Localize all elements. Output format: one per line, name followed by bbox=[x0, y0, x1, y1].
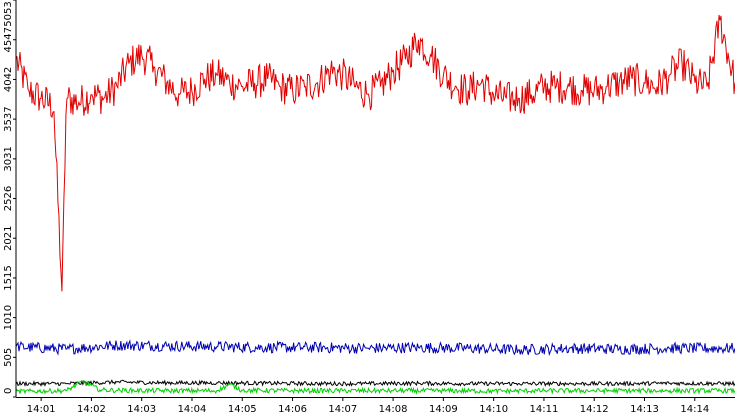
x-tick-label: 14:08 bbox=[379, 404, 408, 415]
x-tick-label: 14:05 bbox=[228, 404, 257, 415]
y-tick-label: 4547 bbox=[3, 27, 14, 52]
x-tick-label: 14:13 bbox=[630, 404, 659, 415]
y-tick-label: 2526 bbox=[3, 186, 14, 211]
x-tick-label: 14:07 bbox=[328, 404, 357, 415]
y-tick-label: 1515 bbox=[3, 265, 14, 290]
y-tick-label: 0 bbox=[3, 388, 14, 394]
series-line-3 bbox=[15, 379, 735, 388]
series-line-4 bbox=[15, 380, 735, 395]
x-tick-label: 14:01 bbox=[27, 404, 56, 415]
x-tick-label: 14:10 bbox=[479, 404, 508, 415]
x-tick-label: 14:03 bbox=[127, 404, 156, 415]
x-tick-label: 14:11 bbox=[530, 404, 559, 415]
axes bbox=[15, 0, 735, 398]
x-tick-label: 14:02 bbox=[77, 404, 106, 415]
y-tick-label: 5053 bbox=[3, 1, 14, 26]
x-tick-label: 14:04 bbox=[178, 404, 207, 415]
x-tick-label: 14:12 bbox=[580, 404, 609, 415]
series-line-1 bbox=[15, 14, 735, 292]
y-tick-label: 4042 bbox=[3, 67, 14, 92]
y-tick-label: 1010 bbox=[3, 305, 14, 330]
x-tick-label: 14:06 bbox=[278, 404, 307, 415]
y-tick-label: 505 bbox=[3, 348, 14, 367]
x-axis-ticks: 14:01 14:02 14:03 14:04 14:05 14:06 14:07 14:08… bbox=[27, 397, 709, 415]
y-tick-label: 2021 bbox=[3, 225, 14, 250]
series-line-2 bbox=[15, 339, 735, 357]
x-tick-label: 14:09 bbox=[429, 404, 458, 415]
y-tick-label: 3031 bbox=[3, 146, 14, 171]
x-tick-label: 14:14 bbox=[680, 404, 709, 415]
y-tick-label: 3537 bbox=[3, 106, 14, 131]
plot-area bbox=[15, 14, 735, 395]
